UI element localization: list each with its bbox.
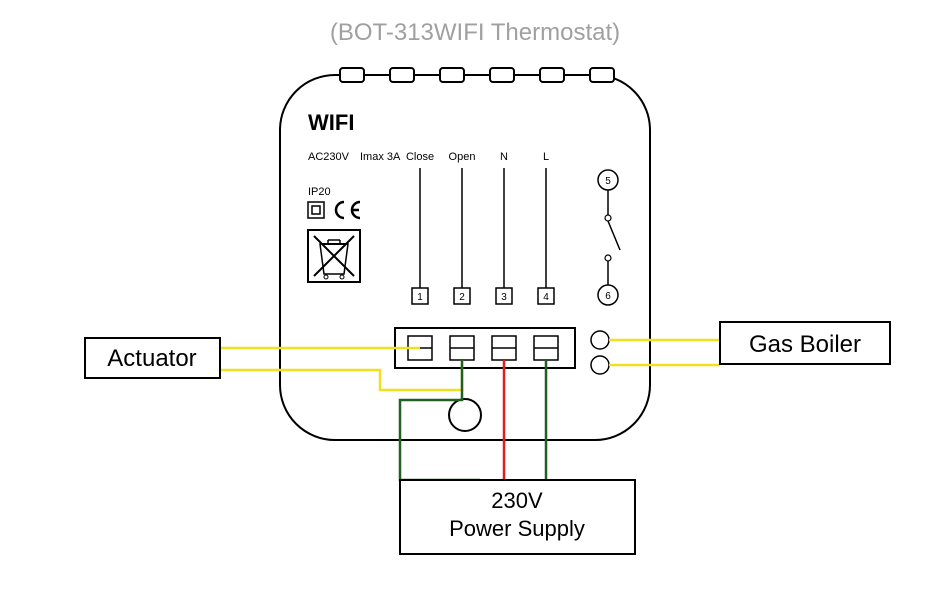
power-wires bbox=[400, 360, 546, 480]
mounting-hole bbox=[449, 399, 481, 431]
gas-boiler-label: Gas Boiler bbox=[749, 331, 861, 358]
power-supply-box: 230V Power Supply bbox=[400, 480, 635, 554]
diagram-title: (BOT-313WIFI Thermostat) bbox=[330, 19, 620, 46]
term-num-3: 3 bbox=[501, 292, 507, 303]
term-label-close: Close bbox=[406, 151, 434, 163]
actuator-box: Actuator bbox=[85, 338, 220, 378]
spec-voltage: AC230V bbox=[308, 151, 350, 163]
ce-mark-icon bbox=[336, 202, 360, 218]
side-terminals: 5 6 bbox=[598, 170, 620, 305]
power-line2: Power Supply bbox=[449, 516, 585, 541]
wifi-label: WIFI bbox=[308, 110, 354, 135]
wiring-diagram: (BOT-313WIFI Thermostat) WIFI AC230V Ima… bbox=[0, 0, 950, 600]
gas-boiler-ports bbox=[591, 331, 609, 374]
terminal-stems bbox=[420, 168, 546, 288]
term-num-2: 2 bbox=[459, 292, 465, 303]
side-num-5: 5 bbox=[605, 176, 611, 187]
term-label-n: N bbox=[500, 151, 508, 163]
double-insulated-icon bbox=[308, 202, 324, 218]
actuator-label: Actuator bbox=[107, 345, 196, 372]
terminal-block bbox=[395, 328, 575, 368]
term-label-l: L bbox=[543, 151, 549, 163]
power-line1: 230V bbox=[491, 488, 543, 513]
gas-boiler-box: Gas Boiler bbox=[720, 322, 890, 364]
terminal-header-labels: Close Open N L bbox=[406, 151, 549, 163]
certification-row: IP20 bbox=[308, 186, 360, 218]
terminal-number-boxes: 1 2 3 4 bbox=[412, 288, 554, 304]
term-num-1: 1 bbox=[417, 292, 423, 303]
gas-boiler-wires bbox=[609, 340, 720, 365]
weee-icon bbox=[308, 230, 360, 282]
spec-current: Imax 3A bbox=[360, 151, 401, 163]
term-label-open: Open bbox=[449, 151, 476, 163]
side-num-6: 6 bbox=[605, 291, 611, 302]
ip-rating: IP20 bbox=[308, 186, 331, 198]
term-num-4: 4 bbox=[543, 292, 549, 303]
